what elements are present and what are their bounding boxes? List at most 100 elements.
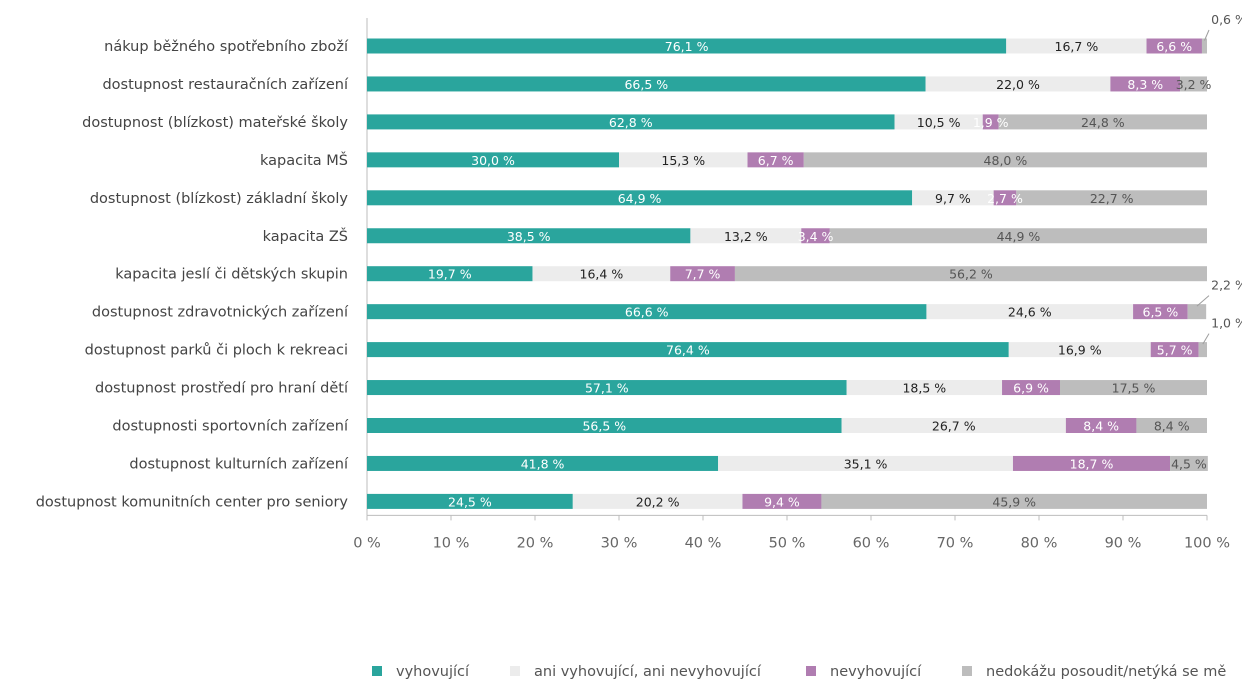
bar-segment xyxy=(1016,190,1207,206)
bar-segment xyxy=(367,76,926,92)
x-tick-label: 10 % xyxy=(433,535,470,551)
category-label: kapacita ZŠ xyxy=(263,227,348,245)
value-label: 76,1 % xyxy=(665,39,709,54)
value-label: 1,0 % xyxy=(1211,316,1242,331)
bar-segment xyxy=(619,152,748,168)
bar-segment xyxy=(367,114,895,130)
x-tick-label: 50 % xyxy=(769,535,806,551)
bar-segment xyxy=(846,380,1003,396)
value-label: 38,5 % xyxy=(507,229,551,244)
category-label: kapacita jeslí či dětských skupin xyxy=(115,267,348,283)
category-label: dostupnost (blízkost) mateřské školy xyxy=(82,115,348,131)
bar-segment xyxy=(747,152,804,168)
bar-segment xyxy=(1060,380,1207,396)
bar-segment xyxy=(1133,304,1188,320)
x-tick-label: 80 % xyxy=(1021,535,1058,551)
value-label: 8,4 % xyxy=(1083,419,1119,434)
bar-segment xyxy=(367,418,842,433)
bar-segment xyxy=(1201,38,1207,54)
value-label: 6,7 % xyxy=(758,153,794,168)
value-label: 22,7 % xyxy=(1090,191,1134,206)
leader-line xyxy=(1196,295,1210,307)
value-label: 45,9 % xyxy=(992,494,1036,509)
legend: vyhovující ani vyhovující, ani nevyhovují… xyxy=(372,664,1226,680)
legend-label: ani vyhovující, ani nevyhovující xyxy=(534,664,762,680)
bar-segment xyxy=(1065,418,1137,433)
value-label: 4,5 % xyxy=(1171,456,1207,471)
category-label: dostupnost (blízkost) základní školy xyxy=(90,191,349,207)
x-tick-label: 40 % xyxy=(685,535,722,551)
bar-segment xyxy=(993,190,1017,206)
value-label: 24,5 % xyxy=(448,494,492,509)
bar-segment xyxy=(1008,342,1151,358)
bar-segment xyxy=(1170,455,1208,471)
value-label: 24,6 % xyxy=(1008,305,1052,320)
x-tick-label: 0 % xyxy=(353,535,381,551)
value-label: 6,6 % xyxy=(1156,39,1192,54)
bar-segment xyxy=(742,493,822,509)
value-label: 76,4 % xyxy=(666,343,710,358)
legend-label: vyhovující xyxy=(396,664,470,680)
value-label: 24,8 % xyxy=(1081,115,1125,130)
category-label: dostupnost restauračních zařízení xyxy=(102,77,349,93)
value-label: 9,4 % xyxy=(764,494,800,509)
bar-segment xyxy=(718,455,1013,471)
bar-segment xyxy=(1110,76,1181,92)
value-label: 18,5 % xyxy=(902,381,946,396)
value-label: 2,7 % xyxy=(987,191,1023,206)
bar-segment xyxy=(1198,342,1207,358)
category-label: dostupnost parků či ploch k rekreaci xyxy=(85,343,348,359)
bar-segment xyxy=(829,228,1207,244)
value-label: 3,4 % xyxy=(798,229,834,244)
bar-segment xyxy=(912,190,994,206)
value-label: 1,9 % xyxy=(973,115,1009,130)
bar-segment xyxy=(367,190,913,206)
value-label: 66,6 % xyxy=(625,305,669,320)
value-label: 16,7 % xyxy=(1055,39,1099,54)
legend-label: nedokážu posoudit/netýká se mě xyxy=(986,664,1226,680)
value-label: 16,9 % xyxy=(1058,343,1102,358)
x-tick-label: 70 % xyxy=(937,535,974,551)
value-label: 20,2 % xyxy=(636,494,680,509)
category-label: dostupnosti sportovních zařízení xyxy=(112,419,349,435)
x-tick-label: 30 % xyxy=(601,535,638,551)
bar-segment xyxy=(367,493,573,509)
category-label: dostupnost zdravotnických zařízení xyxy=(92,305,349,321)
bar-segment xyxy=(1136,418,1207,433)
category-label: dostupnost kulturních zařízení xyxy=(129,456,349,472)
leader-line xyxy=(1204,29,1210,41)
value-label: 44,9 % xyxy=(997,229,1041,244)
bar-segment xyxy=(670,266,735,282)
bar-segment xyxy=(1146,38,1202,54)
legend-swatch xyxy=(372,666,382,676)
value-label: 22,0 % xyxy=(996,77,1040,92)
value-label: 41,8 % xyxy=(521,456,565,471)
bar-segment xyxy=(734,266,1207,282)
value-label: 6,9 % xyxy=(1013,381,1049,396)
bar-segment xyxy=(532,266,671,282)
bars xyxy=(367,38,1208,509)
legend-swatch xyxy=(806,666,816,676)
x-tick-label: 100 % xyxy=(1184,535,1230,551)
x-tick-label: 90 % xyxy=(1105,535,1142,551)
bar-segment xyxy=(367,304,927,320)
bar-segment xyxy=(926,304,1134,320)
bar-segment xyxy=(367,228,691,244)
value-label: 66,5 % xyxy=(624,77,668,92)
value-label: 19,7 % xyxy=(428,267,472,282)
value-label: 7,7 % xyxy=(685,267,721,282)
bar-segment xyxy=(803,152,1207,168)
bar-segment xyxy=(982,114,999,130)
value-label: 64,9 % xyxy=(618,191,662,206)
value-label: 62,8 % xyxy=(609,115,653,130)
bar-segment xyxy=(1180,76,1207,92)
value-label: 35,1 % xyxy=(844,456,888,471)
value-label: 48,0 % xyxy=(984,153,1028,168)
x-tick-label: 60 % xyxy=(853,535,890,551)
bar-segment xyxy=(367,342,1009,358)
value-label: 5,7 % xyxy=(1157,343,1193,358)
value-label: 57,1 % xyxy=(585,381,629,396)
bar-segment xyxy=(1187,304,1207,320)
bar-segment xyxy=(925,76,1111,92)
